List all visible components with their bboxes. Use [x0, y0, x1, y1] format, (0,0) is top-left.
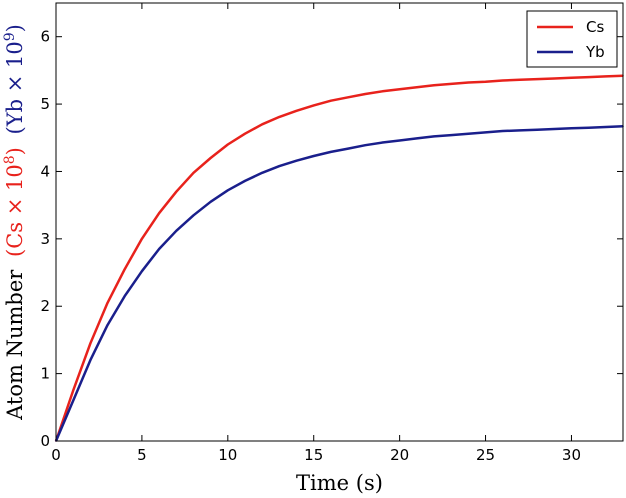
data-point-yb — [158, 248, 160, 250]
data-point-cs — [536, 78, 538, 80]
data-point-yb — [106, 324, 109, 326]
y-tick-label: 4 — [40, 162, 50, 180]
plot-area — [54, 74, 624, 442]
data-point-cs — [381, 90, 384, 93]
data-point-yb — [553, 128, 556, 130]
data-point-cs — [278, 116, 281, 118]
data-point-cs — [484, 81, 487, 83]
data-point-yb — [450, 134, 452, 136]
y-tick-label: 0 — [40, 432, 50, 450]
data-point-yb — [501, 130, 504, 132]
data-point-cs — [141, 238, 143, 240]
x-tick-label: 20 — [390, 446, 409, 464]
data-point-yb — [141, 270, 143, 272]
legend-box — [526, 10, 618, 68]
data-point-yb — [175, 229, 178, 232]
data-point-yb — [244, 180, 246, 182]
data-point-yb — [519, 129, 521, 132]
data-point-cs — [398, 88, 401, 91]
x-tick-label: 30 — [562, 446, 581, 464]
x-tick-label: 5 — [137, 446, 147, 464]
data-point-yb — [467, 132, 470, 135]
series-line-cs — [54, 74, 624, 442]
y-axis-title-prefix: Atom Number — [3, 269, 27, 421]
data-point-yb — [416, 137, 418, 140]
data-point-yb — [330, 151, 332, 153]
data-point-yb — [312, 155, 315, 157]
data-point-yb — [89, 359, 92, 361]
y-axis-title-yb-part: (Yb × 109) — [2, 24, 27, 134]
data-point-cs — [261, 123, 263, 126]
data-point-yb — [227, 189, 229, 192]
data-point-cs — [570, 76, 573, 79]
y-tick-label: 1 — [40, 365, 50, 383]
data-point-cs — [587, 76, 590, 78]
data-point-cs — [605, 75, 607, 78]
data-point-cs — [123, 268, 126, 270]
data-point-cs — [209, 157, 212, 159]
data-point-yb — [209, 200, 212, 203]
y-axis-title-cs-part: (Cs × 108) — [2, 147, 27, 257]
data-point-yb — [192, 214, 195, 217]
plot-frame — [55, 2, 624, 442]
data-point-cs — [158, 212, 160, 215]
data-point-cs — [519, 79, 521, 81]
data-point-cs — [89, 342, 92, 345]
data-point-cs — [106, 302, 109, 304]
data-point-yb — [381, 141, 384, 144]
data-point-yb — [605, 126, 607, 128]
data-point-cs — [175, 190, 178, 193]
x-tick-label: 25 — [476, 446, 495, 464]
data-point-cs — [433, 84, 435, 87]
data-point-yb — [72, 399, 74, 402]
data-point-cs — [295, 110, 298, 112]
data-point-yb — [278, 165, 281, 167]
series-line-yb — [54, 125, 624, 442]
y-tick-label: 5 — [40, 95, 50, 113]
data-point-cs — [330, 99, 332, 102]
x-tick-label: 15 — [304, 446, 323, 464]
data-point-yb — [536, 128, 538, 131]
legend: Cs Yb — [526, 10, 618, 68]
legend-label-cs: Cs — [586, 18, 604, 36]
data-point-yb — [261, 172, 263, 174]
x-tick-label: 10 — [218, 446, 237, 464]
data-point-yb — [587, 126, 590, 129]
data-point-yb — [364, 144, 367, 146]
axis-ticks: 0 5 10 15 20 25 30 0 1 2 3 4 5 6 — [40, 3, 623, 464]
x-tick-label: 0 — [51, 446, 61, 464]
data-point-cs — [347, 96, 349, 99]
data-point-yb — [484, 131, 487, 134]
data-point-yb — [398, 139, 401, 142]
data-point-cs — [364, 93, 367, 95]
data-point-cs — [72, 389, 74, 392]
data-point-cs — [450, 83, 452, 85]
y-tick-label: 3 — [40, 230, 50, 248]
data-point-yb — [433, 135, 435, 138]
data-point-yb — [123, 295, 126, 297]
data-point-cs — [467, 81, 470, 84]
y-axis-title: Atom Number (Cs × 108) (Yb × 109) — [2, 24, 27, 421]
legend-label-yb: Yb — [585, 43, 605, 61]
data-point-cs — [312, 104, 315, 107]
data-point-cs — [501, 79, 504, 82]
data-point-cs — [553, 77, 556, 80]
data-point-yb — [570, 127, 573, 130]
data-point-cs — [416, 86, 418, 89]
data-point-cs — [192, 172, 195, 174]
x-axis-title: Time (s) — [296, 471, 383, 495]
data-point-yb — [347, 147, 349, 150]
data-point-cs — [227, 143, 229, 146]
data-point-cs — [244, 132, 246, 135]
y-tick-label: 6 — [40, 28, 50, 46]
y-tick-label: 2 — [40, 297, 50, 315]
data-point-yb — [295, 159, 298, 162]
